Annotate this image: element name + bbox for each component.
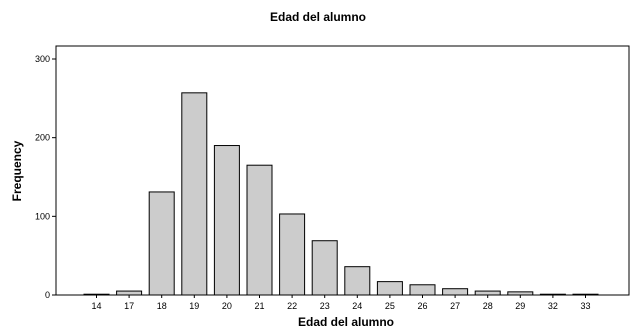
bar [376,281,403,296]
bar [83,293,110,296]
bar [539,293,566,296]
bar [409,284,436,296]
bar [474,290,501,296]
bar [442,288,469,296]
bar [116,290,143,296]
bar [507,291,534,296]
y-tick-label: 300 [35,54,50,64]
x-tick-label: 24 [352,301,362,311]
x-tick-label: 23 [320,301,330,311]
x-tick-label: 17 [124,301,134,311]
bar [246,164,273,296]
bar [572,293,599,296]
y-tick-label: 100 [35,211,50,221]
chart-title: Edad del alumno [270,10,366,24]
x-tick-label: 14 [91,301,101,311]
y-tick-label: 0 [45,290,50,300]
x-tick-label: 25 [385,301,395,311]
bar [311,240,338,296]
x-tick-label: 28 [483,301,493,311]
x-tick-label: 18 [157,301,167,311]
y-tick-label: 200 [35,133,50,143]
x-tick-label: 22 [287,301,297,311]
bar [148,191,175,296]
x-tick-label: 32 [548,301,558,311]
x-tick-label: 21 [254,301,264,311]
bar [344,266,371,296]
x-tick-label: 27 [450,301,460,311]
bar [181,92,208,296]
plot-area: 0 100 200 300 14 17 18 19 20 21 22 23 24 25 26 27 28 29 32… [35,45,630,311]
y-axis-label: Frequency [10,140,24,201]
x-tick-label: 20 [222,301,232,311]
x-tick-label: 33 [580,301,590,311]
x-axis-label: Edad del alumno [298,315,394,329]
plot-frame [55,45,630,296]
bar [279,213,306,296]
x-tick-label: 29 [515,301,525,311]
x-tick-label: 26 [417,301,427,311]
bar [213,145,240,296]
x-tick-label: 19 [189,301,199,311]
